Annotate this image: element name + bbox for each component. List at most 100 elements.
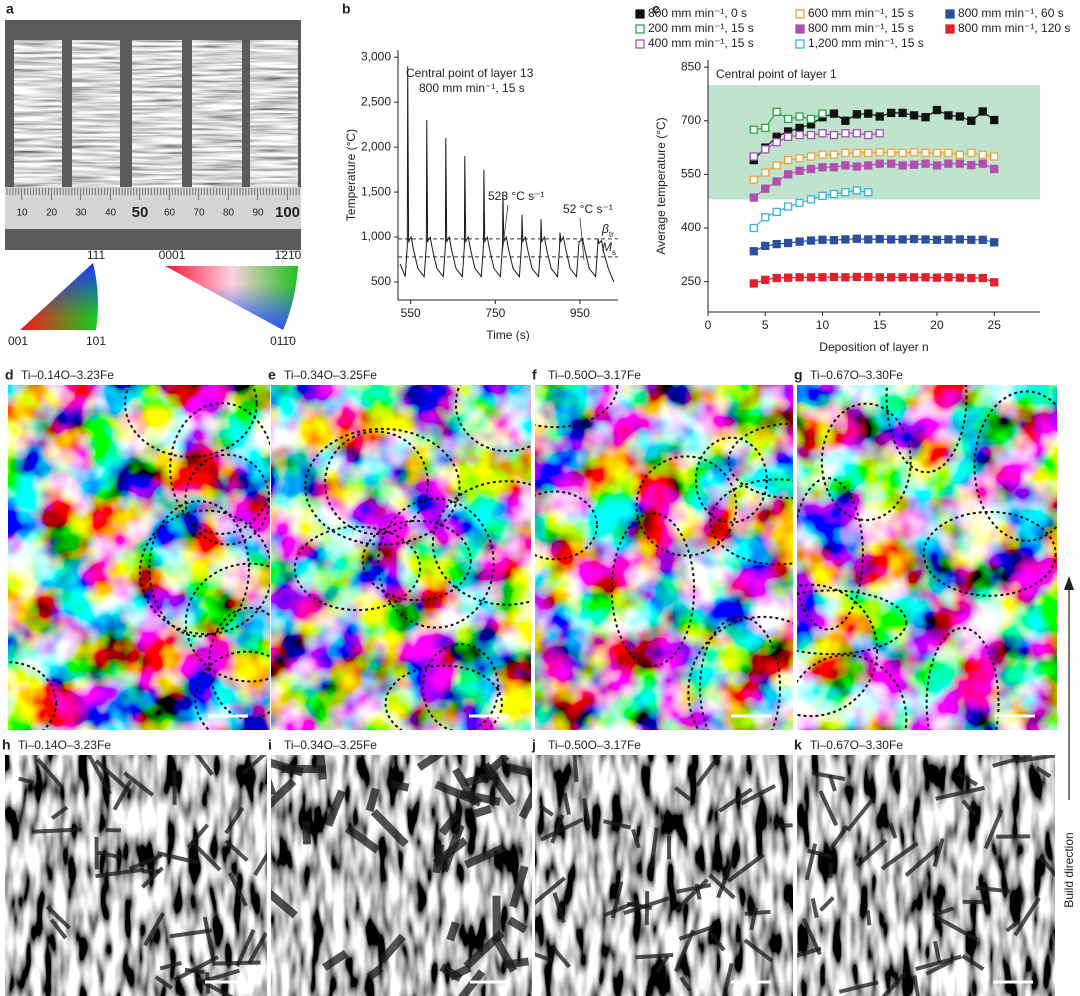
marker — [841, 148, 850, 158]
grain-boundary — [635, 455, 738, 557]
legend-label: 800 mm min⁻¹, 120 s — [958, 21, 1070, 35]
lath — [463, 930, 505, 970]
lath — [925, 958, 954, 976]
marker — [967, 148, 976, 158]
lath — [224, 806, 245, 835]
lath — [345, 825, 381, 854]
panel-label: e — [268, 367, 276, 383]
marker — [932, 235, 942, 244]
lath — [45, 905, 71, 930]
marker — [909, 234, 919, 244]
lath — [904, 846, 939, 877]
lath — [322, 949, 349, 971]
panel-label: b — [342, 1, 351, 17]
micrograph — [797, 385, 1057, 730]
micrograph-title: Ti–0.67O–3.30Fe — [810, 368, 903, 382]
lath — [143, 912, 166, 947]
ipf-label: 001 — [8, 334, 28, 348]
marker — [864, 161, 873, 170]
marker — [852, 110, 861, 119]
marker — [806, 152, 816, 161]
marker — [875, 273, 884, 282]
lath — [271, 778, 297, 813]
series-line — [753, 276, 995, 284]
marker — [795, 273, 804, 282]
marker — [864, 188, 873, 197]
lath — [996, 834, 1031, 839]
marker — [944, 159, 953, 168]
lath — [673, 929, 696, 973]
legend-marker — [635, 39, 645, 49]
y-tick-label: 550 — [681, 167, 701, 181]
lath — [649, 827, 659, 869]
marker — [818, 129, 827, 138]
marker — [783, 132, 793, 142]
grain-boundary — [973, 390, 1057, 542]
marker — [944, 273, 953, 282]
y-tick-label: 1,000 — [361, 229, 391, 243]
lath — [740, 784, 776, 806]
lath — [253, 838, 267, 877]
marker — [841, 273, 850, 282]
legend-marker — [635, 9, 645, 19]
panel-label: d — [5, 367, 14, 383]
marker — [749, 279, 758, 288]
panel-label: a — [6, 1, 14, 17]
lath — [507, 916, 528, 934]
y-tick-label: 700 — [681, 113, 701, 127]
panel-label: k — [794, 737, 802, 753]
annotation: 800 mm min⁻¹, 15 s — [419, 81, 525, 95]
lath — [235, 929, 256, 968]
lath — [845, 797, 875, 832]
grain-boundary — [361, 519, 472, 602]
x-tick-label: 750 — [485, 306, 505, 320]
lath — [464, 843, 507, 869]
lath — [865, 910, 872, 926]
lath — [915, 954, 962, 972]
lath — [626, 901, 653, 910]
marker — [898, 235, 907, 244]
annotation: Central point of layer 1 — [716, 67, 837, 81]
lath — [173, 955, 220, 982]
marker — [990, 164, 999, 174]
marker — [921, 113, 930, 122]
marker — [829, 272, 839, 282]
marker — [761, 145, 770, 154]
grain-boundary — [885, 385, 968, 474]
marker — [761, 123, 770, 133]
marker — [887, 108, 896, 118]
lath — [446, 921, 460, 942]
marker — [772, 207, 781, 217]
marker — [875, 234, 884, 244]
marker — [749, 175, 758, 184]
grain-boundary — [377, 497, 495, 629]
lath — [694, 883, 702, 900]
ipf-label: 101 — [86, 334, 106, 348]
lath — [935, 785, 985, 801]
lath — [801, 917, 822, 956]
marker — [783, 238, 793, 248]
y-axis-label: Average temperature (°C) — [654, 117, 668, 254]
lath — [123, 771, 155, 797]
ipf-label: 1̄21̄0 — [275, 248, 302, 262]
marker — [761, 275, 770, 284]
marker — [955, 150, 965, 159]
lath — [1038, 855, 1055, 884]
lath — [708, 929, 726, 952]
lath — [518, 788, 532, 820]
x-tick-label: 25 — [988, 318, 1002, 332]
marker — [978, 273, 987, 283]
lath — [694, 755, 728, 788]
lath — [551, 946, 571, 969]
micrograph — [535, 385, 793, 730]
lath — [141, 869, 160, 874]
lath — [271, 889, 298, 919]
marker — [841, 129, 850, 138]
marker — [841, 235, 850, 244]
lath — [1017, 755, 1055, 764]
panel-label: f — [532, 367, 537, 383]
marker — [875, 159, 884, 168]
lath — [94, 836, 99, 870]
threshold-subscript: s — [612, 247, 616, 256]
